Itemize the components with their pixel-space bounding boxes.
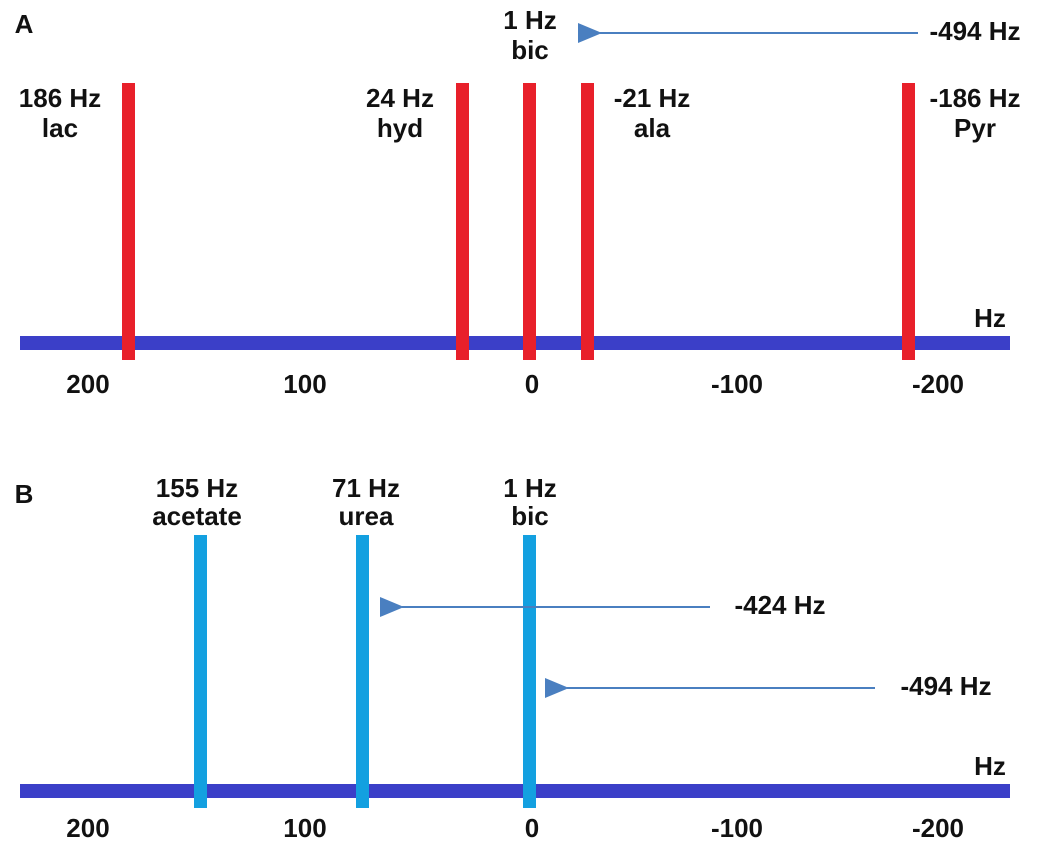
axis-label: 100	[283, 813, 326, 843]
panel-label: A	[15, 9, 34, 39]
peak-name: urea	[339, 501, 394, 531]
peak-name: ala	[634, 113, 671, 143]
peak	[581, 83, 594, 360]
axis	[20, 336, 1010, 350]
peak-name: bic	[511, 501, 549, 531]
peak	[902, 83, 915, 360]
axis-label: -100	[711, 369, 763, 399]
peak-shift: -21 Hz	[614, 83, 691, 113]
peak-name: bic	[511, 35, 549, 65]
axis-label: 0	[525, 813, 539, 843]
peak	[523, 535, 536, 808]
axis-label: 100	[283, 369, 326, 399]
peak-name: lac	[42, 113, 78, 143]
peak-name: acetate	[152, 501, 242, 531]
peak	[523, 83, 536, 360]
axis-label: -100	[711, 813, 763, 843]
peak-shift: 155 Hz	[156, 473, 238, 503]
peak-shift: 186 Hz	[19, 83, 101, 113]
arrow-label: -494 Hz	[929, 16, 1020, 46]
axis-label: -200	[912, 369, 964, 399]
peak-shift: 24 Hz	[366, 83, 434, 113]
peak-name: Pyr	[954, 113, 996, 143]
axis	[20, 784, 1010, 798]
peak	[456, 83, 469, 360]
peak-shift: 1 Hz	[503, 473, 556, 503]
arrow-label: -424 Hz	[734, 590, 825, 620]
peak-shift: 71 Hz	[332, 473, 400, 503]
peak	[122, 83, 135, 360]
axis-label: 200	[66, 813, 109, 843]
axis-unit: Hz	[974, 751, 1006, 781]
axis-label: 0	[525, 369, 539, 399]
panel-label: B	[15, 479, 34, 509]
peak-shift: 1 Hz	[503, 5, 556, 35]
axis-label: -200	[912, 813, 964, 843]
peak-name: hyd	[377, 113, 423, 143]
axis-label: 200	[66, 369, 109, 399]
peak-shift: -186 Hz	[929, 83, 1020, 113]
peak	[194, 535, 207, 808]
axis-unit: Hz	[974, 303, 1006, 333]
arrow-label: -494 Hz	[900, 671, 991, 701]
peak	[356, 535, 369, 808]
